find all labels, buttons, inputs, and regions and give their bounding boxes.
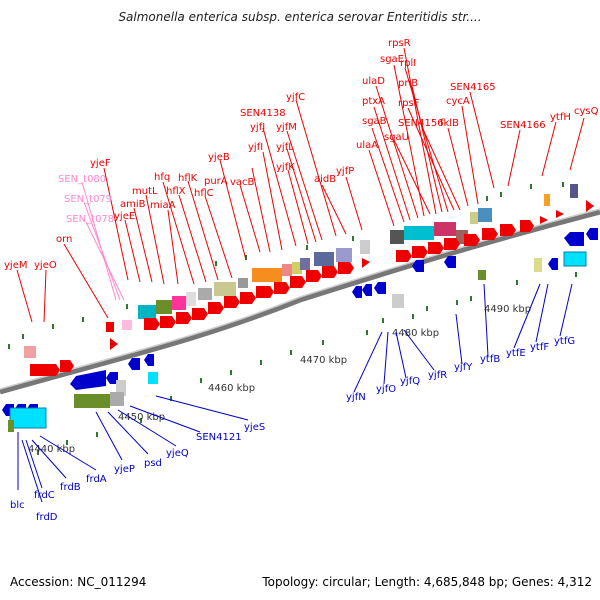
- gene-label: cycA: [446, 96, 470, 107]
- gene-label: purA: [204, 176, 228, 187]
- gene-label: fklB: [440, 118, 459, 129]
- gene-label: yjeF: [90, 158, 111, 169]
- gene-label: sgaB: [362, 116, 387, 127]
- gene-label: ytfG: [554, 336, 575, 347]
- gene-label: hflK: [178, 173, 198, 184]
- top-gene-labels: yjeM yjeO orn SEN_t078 SEN_t079 SEN_t080…: [4, 38, 599, 271]
- gene-label: ptxA: [362, 96, 385, 107]
- gene-label: yjeP: [114, 464, 135, 475]
- gene-label: yjfC: [286, 92, 305, 103]
- rna-leader-lines: [81, 181, 125, 301]
- forward-arrow-row: [144, 200, 594, 330]
- gene-label: orn: [56, 234, 72, 245]
- gene-label: yjfK: [276, 162, 295, 173]
- gene-label: yjfQ: [400, 376, 420, 387]
- gene-label: vacB: [230, 177, 255, 188]
- scale-label: 4470 kbp: [300, 355, 347, 366]
- gene-label: hfq: [154, 172, 170, 183]
- gene-label: rpsR: [388, 38, 411, 49]
- gene-label: yjfJ: [250, 122, 265, 133]
- gene-label: ytfB: [480, 354, 500, 365]
- bottom-leader-lines: [17, 283, 573, 503]
- gene-label: frdA: [86, 474, 107, 485]
- gene-label: yjeE: [114, 211, 135, 222]
- gene-label: SEN4165: [450, 82, 496, 93]
- gene-label: SEN_t078: [66, 214, 114, 225]
- gene-label: yjfM: [276, 122, 297, 133]
- gene-label: yjfR: [428, 370, 447, 381]
- gene-label: yjeS: [244, 422, 265, 433]
- scale-label: 4480 kbp: [392, 328, 439, 339]
- gene-label: hflC: [194, 188, 214, 199]
- gene-label: mutL: [132, 186, 158, 197]
- gene-label: SEN_t079: [64, 194, 112, 205]
- scale-label: 4450 kbp: [118, 412, 165, 423]
- gene-label: rplI: [400, 58, 416, 69]
- scale-label: 4440 kbp: [28, 444, 75, 455]
- genome-title: Salmonella enterica subsp. enterica sero…: [118, 10, 482, 24]
- gene-label: yjeM: [4, 260, 27, 271]
- gene-label: psd: [144, 458, 162, 469]
- gene-label: yjfN: [346, 392, 366, 403]
- gene-label: rpsF: [398, 98, 420, 109]
- gene-label: SEN4121: [196, 432, 242, 443]
- gene-label: yjfI: [248, 142, 263, 153]
- scale-labels: 4440 kbp 4450 kbp 4460 kbp 4470 kbp 4480…: [28, 304, 531, 455]
- genome-summary: Topology: circular; Length: 4,685,848 bp…: [262, 575, 592, 589]
- gene-label: sgaE: [380, 54, 404, 65]
- accession-label: Accession: NC_011294: [10, 575, 147, 589]
- gene-label: amiB: [120, 199, 146, 210]
- genome-backbone: [0, 209, 600, 395]
- gene-label: yjfO: [376, 384, 396, 395]
- gene-label: yjeB: [208, 152, 230, 163]
- scale-label: 4490 kbp: [484, 304, 531, 315]
- gene-label: ytfH: [550, 112, 571, 123]
- gene-label: frdD: [36, 512, 58, 523]
- gene-label: SEN4138: [240, 108, 286, 119]
- gene-label: hflX: [166, 186, 186, 197]
- gene-label: miaA: [150, 200, 176, 211]
- tick-marks: [8, 182, 577, 455]
- gene-label: ytfE: [506, 348, 526, 359]
- gene-label: SEN_t080: [58, 174, 106, 185]
- forward-strand-features: [24, 184, 578, 376]
- gene-label: ulaD: [362, 76, 385, 87]
- gene-label: sgaU: [384, 132, 409, 143]
- gene-label: ulaA: [356, 140, 378, 151]
- gene-label: ytfF: [530, 342, 549, 353]
- gene-label: SEN4166: [500, 120, 546, 131]
- gene-label: yjfY: [454, 362, 473, 373]
- top-leader-lines: [16, 47, 585, 323]
- scale-label: 4460 kbp: [208, 383, 255, 394]
- gene-label: priB: [398, 78, 418, 89]
- gene-label: SEN4156: [398, 118, 444, 129]
- gene-label: frdC: [34, 490, 55, 501]
- gene-label: yjfP: [336, 166, 354, 177]
- gene-label: frdB: [60, 482, 81, 493]
- gene-label: yjeQ: [166, 448, 189, 459]
- gene-label: yjeO: [34, 260, 57, 271]
- bottom-gene-labels: blc frdD frdC frdB frdA yjeP psd yjeQ SE…: [10, 336, 575, 523]
- gene-label: blc: [10, 500, 25, 511]
- gene-label: cysQ: [574, 106, 599, 117]
- gene-label: yjfL: [276, 142, 294, 153]
- reverse-strand-features: [2, 228, 598, 432]
- gene-label: aidB: [314, 174, 336, 185]
